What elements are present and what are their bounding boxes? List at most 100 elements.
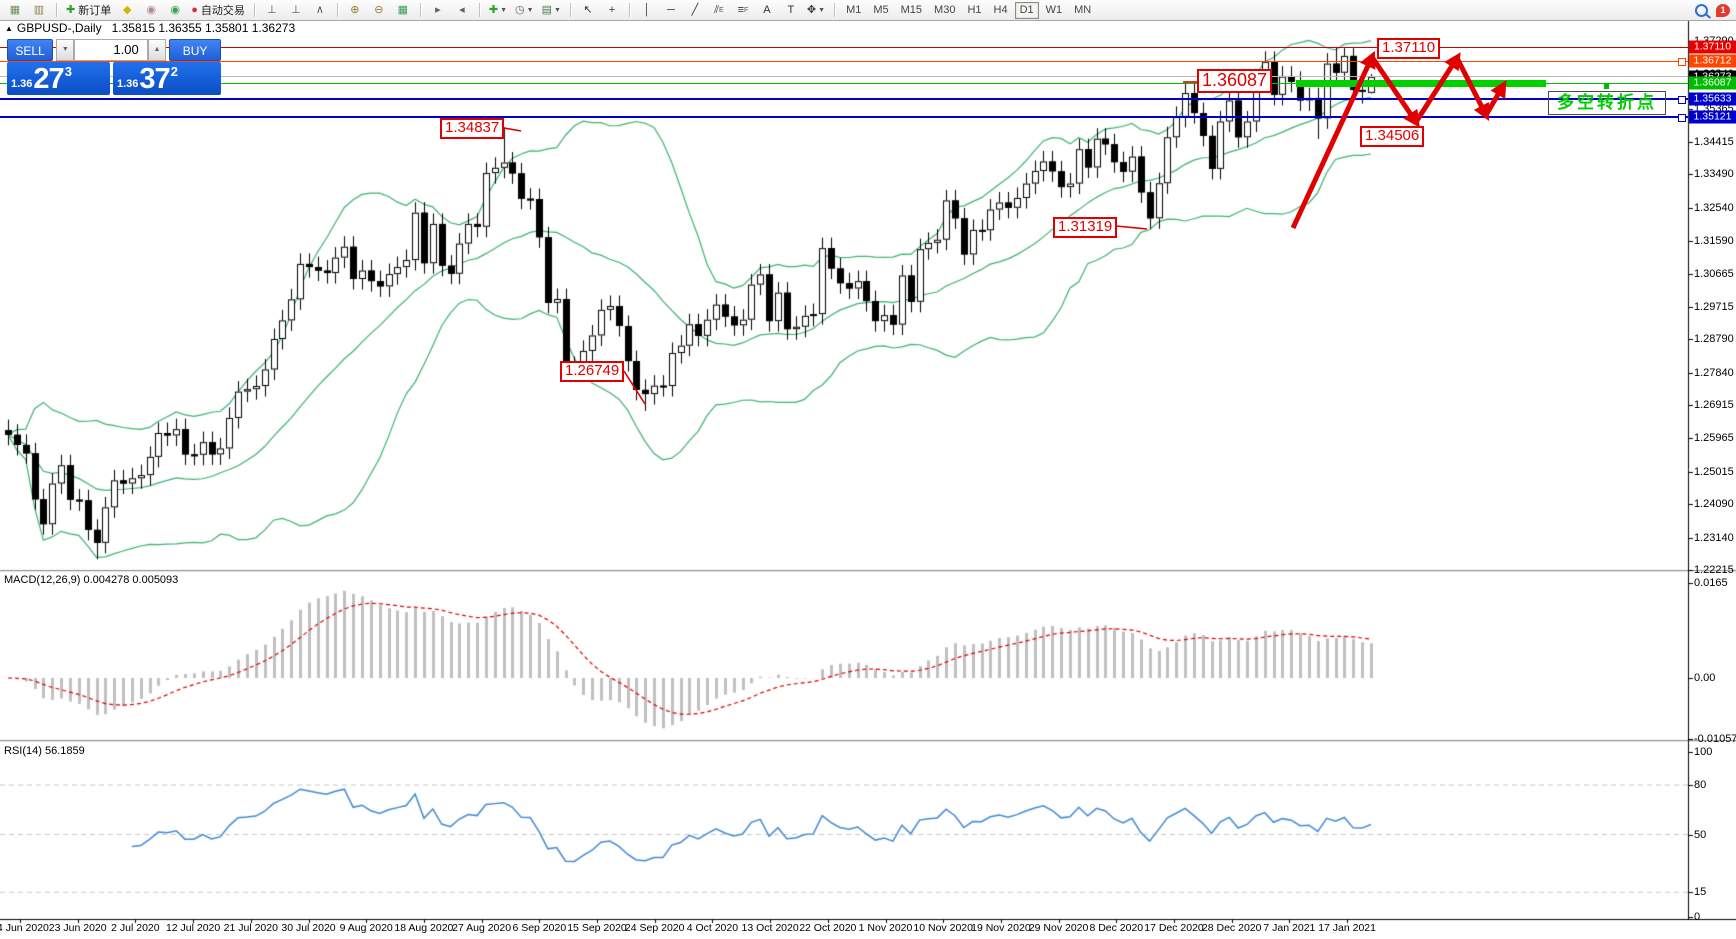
new-chart-icon[interactable]: ▦ xyxy=(4,1,26,19)
channel-icon[interactable]: ⫽ E xyxy=(708,1,730,19)
trendline-icon[interactable]: ╱ xyxy=(684,1,706,19)
signals-icon: ◉ xyxy=(170,4,181,16)
toolbar-group: ✚ 新订单 ◆ ◉ ◉ ● 自动交易 xyxy=(59,0,252,20)
turning-point-text-label[interactable]: 多空转折点 xyxy=(1548,91,1666,115)
price-callout[interactable]: 1.34837 xyxy=(440,118,505,139)
hline-1.3711[interactable] xyxy=(0,46,1688,48)
hline-icon[interactable]: ─ xyxy=(660,1,682,19)
timeframe-m5[interactable]: M5 xyxy=(873,3,889,16)
price-callout[interactable]: 1.36087 xyxy=(1197,69,1273,93)
chart-title: ▲ GBPUSD-,Daily 1.35815 1.36355 1.35801 … xyxy=(5,21,295,35)
timeframe-m15[interactable]: M15 xyxy=(900,3,923,16)
autoscroll-icon: ▸ xyxy=(435,4,441,16)
chevron-down-icon[interactable]: ▼ xyxy=(553,6,561,14)
chevron-down-icon[interactable]: ▼ xyxy=(500,6,508,14)
timeframe-mn[interactable]: MN xyxy=(1074,3,1092,16)
tile-windows-icon[interactable]: ▦ xyxy=(392,1,414,19)
chevron-down-icon[interactable]: ▼ xyxy=(818,6,826,14)
hline-1.35633[interactable] xyxy=(0,98,1688,101)
search-icon[interactable] xyxy=(1695,3,1708,17)
axis-tick-label: 1.33490 xyxy=(1694,168,1734,181)
toolbar-separator xyxy=(569,3,571,17)
line-handle[interactable] xyxy=(1678,95,1686,104)
hline-1.36273[interactable] xyxy=(0,76,1688,78)
timeframe-w1[interactable]: W1 xyxy=(1045,3,1063,16)
chart-shift-icon[interactable]: ◂ xyxy=(451,1,473,19)
periods-icon[interactable]: ◷ ▼ xyxy=(512,1,537,19)
price-callout[interactable]: 1.31319 xyxy=(1053,217,1118,238)
fibonacci-icon[interactable]: ≡ F xyxy=(732,1,754,19)
buy-price-box[interactable]: 1.36 37 2 xyxy=(113,62,221,95)
line-chart-mode-icon: ∧ xyxy=(315,4,324,16)
timeframe-h4[interactable]: H4 xyxy=(993,3,1008,16)
toolbar-group: ▸ ◂ xyxy=(423,0,477,20)
hline-1.36087[interactable] xyxy=(0,82,1688,84)
volume-decrease-button[interactable]: ▼ xyxy=(56,39,75,61)
signals-icon[interactable]: ◉ xyxy=(164,1,186,19)
notification-badge[interactable]: 1 xyxy=(1716,3,1730,17)
sell-button[interactable]: SELL xyxy=(7,39,54,61)
label-icon: T xyxy=(787,4,795,16)
text-icon[interactable]: A xyxy=(756,1,778,19)
timeframe-h1[interactable]: H1 xyxy=(967,3,982,16)
line-handle[interactable] xyxy=(1678,57,1686,66)
tile-windows-icon: ▦ xyxy=(397,4,409,16)
crosshair-icon[interactable]: + xyxy=(601,1,623,19)
timeframe-m30[interactable]: M30 xyxy=(934,3,956,16)
chevron-down-icon[interactable]: ▼ xyxy=(526,6,534,14)
hline-1.36712[interactable] xyxy=(0,60,1688,62)
hline-1.35121[interactable] xyxy=(0,116,1688,119)
date-label: 12 Jul 2020 xyxy=(165,922,221,934)
hline-icon: ─ xyxy=(667,4,675,16)
timeframe-d1[interactable]: D1 xyxy=(1014,1,1039,19)
metaeditor-icon[interactable]: ◆ xyxy=(116,1,138,19)
date-label: 4 Oct 2020 xyxy=(686,922,739,934)
vline-icon[interactable]: │ xyxy=(636,1,658,19)
date-label: 30 Jul 2020 xyxy=(281,922,336,934)
line-chart-mode-icon[interactable]: ∧ xyxy=(309,1,331,19)
sell-price-box[interactable]: 1.36 27 3 xyxy=(7,62,110,95)
profiles-icon[interactable]: ▥ xyxy=(28,1,50,19)
toolbar-separator xyxy=(336,3,338,17)
candlestick-mode-icon[interactable]: ⊥ xyxy=(285,1,307,19)
zoom-out-icon[interactable]: ⊖ xyxy=(368,1,390,19)
toolbar-group: ⊥ ⊥ ∧ xyxy=(257,0,335,20)
price-callout[interactable]: 1.26749 xyxy=(560,361,625,382)
zoom-in-icon[interactable]: ⊕ xyxy=(344,1,366,19)
timeframe-m1[interactable]: M1 xyxy=(846,3,862,16)
bar-chart-mode-icon[interactable]: ⊥ xyxy=(261,1,283,19)
volume-input[interactable]: 1.00 xyxy=(74,39,148,61)
text-label-anchor-handle[interactable] xyxy=(1604,84,1609,89)
date-label: 22 Oct 2020 xyxy=(799,922,857,934)
autoscroll-icon[interactable]: ▸ xyxy=(427,1,449,19)
collapse-panel-icon[interactable]: ▲ xyxy=(5,23,13,33)
sell-price-pip: 3 xyxy=(64,64,72,79)
buy-price-main: 37 xyxy=(139,63,170,95)
buy-button[interactable]: BUY xyxy=(169,39,221,61)
label-icon[interactable]: T xyxy=(780,1,802,19)
arrows-icon[interactable]: ✥ ▼ xyxy=(804,1,828,19)
add-indicator-icon[interactable]: ✚ ▼ xyxy=(486,1,510,19)
price-callout[interactable]: 1.37110 xyxy=(1377,38,1441,59)
price-callout[interactable]: 1.34506 xyxy=(1360,126,1425,147)
community-icon: ◉ xyxy=(146,4,157,16)
toolbar-separator xyxy=(834,3,836,17)
periods-icon: ◷ xyxy=(515,4,525,16)
support-band[interactable] xyxy=(1296,79,1546,87)
toolbar-separator xyxy=(56,3,57,17)
autotrading-button[interactable]: ● 自动交易 xyxy=(188,1,248,19)
metaeditor-icon: ◆ xyxy=(122,4,132,16)
date-label: 2 Jul 2020 xyxy=(111,922,160,934)
new-order-button[interactable]: ✚ 新订单 xyxy=(63,1,114,19)
templates-icon[interactable]: ▤ ▼ xyxy=(539,1,564,19)
community-icon[interactable]: ◉ xyxy=(140,1,162,19)
cursor-icon[interactable]: ↖ xyxy=(577,1,599,19)
price-badge: 1.36712 xyxy=(1689,54,1736,68)
volume-increase-button[interactable]: ▲ xyxy=(147,39,167,61)
date-label: 8 Dec 2020 xyxy=(1089,922,1144,934)
date-label: 1 Nov 2020 xyxy=(858,922,913,934)
date-label: 23 Jun 2020 xyxy=(48,922,107,934)
line-handle[interactable] xyxy=(1678,113,1686,122)
